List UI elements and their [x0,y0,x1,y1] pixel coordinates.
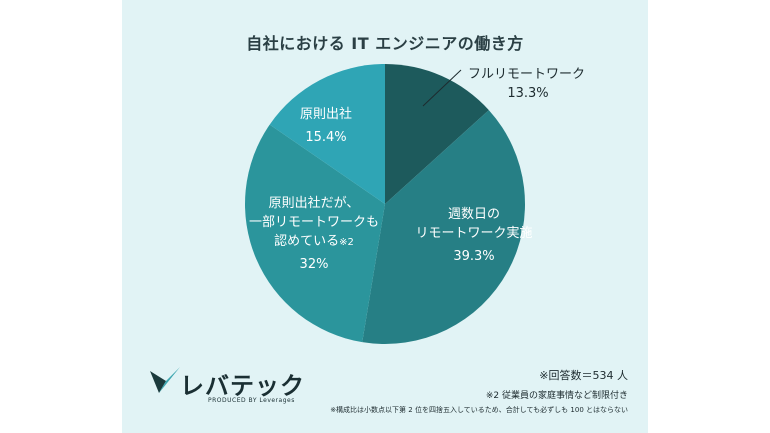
brand-sub: PRODUCED BY Leverages [208,397,295,404]
leader-line [422,69,462,107]
slice-label-office-partial: 原則出社だが、 一部リモートワークも 認めている※2 32% [244,195,384,274]
pie-chart [245,63,525,345]
infographic-card: 自社における IT エンジニアの働き方 フルリモートワーク 13.3% 週数日の… [122,0,648,433]
slice-name-office-partial-2: 一部リモートワークも [248,214,379,230]
slice-name-some-days-2: リモートワーク実施 [415,225,533,241]
brand-logo-icon [150,367,180,393]
chart-title: 自社における IT エンジニアの働き方 [246,34,524,53]
slice-value-office: 15.4% [305,129,347,145]
slice-name-full-remote: フルリモートワーク [468,67,586,82]
pie-slice-1 [362,110,525,345]
pie-slice-0 [385,64,489,204]
slice-value-full-remote: 13.3% [507,85,549,101]
pie-slice-2 [245,124,385,343]
slice-label-office: 原則出社 15.4% [286,106,366,148]
footnote-3: ※構成比は小数点以下第 2 位を四捨五入しているため、合計しても必ずしも 100… [330,406,628,414]
slice-note-office-partial: ※2 [339,236,354,248]
respondents-note: ※回答数＝534 人 [539,369,628,382]
slice-name-some-days-1: 週数日の [447,207,500,222]
brand-name: レバテック [180,372,305,400]
pie-slice-3 [269,63,385,204]
slice-name-office-partial-1: 原則出社だが、 [268,196,360,211]
slice-name-office: 原則出社 [299,107,352,122]
slice-value-some-days: 39.3% [453,248,495,264]
footnote-2: ※2 従業員の家庭事情など制限付き [485,391,628,401]
slice-label-full-remote: フルリモートワーク 13.3% [468,66,588,104]
slice-label-some-days: 週数日の リモートワーク実施 39.3% [404,206,544,267]
slice-value-office-partial: 32% [299,256,329,272]
slice-name-office-partial-3: 認めている [274,233,340,249]
